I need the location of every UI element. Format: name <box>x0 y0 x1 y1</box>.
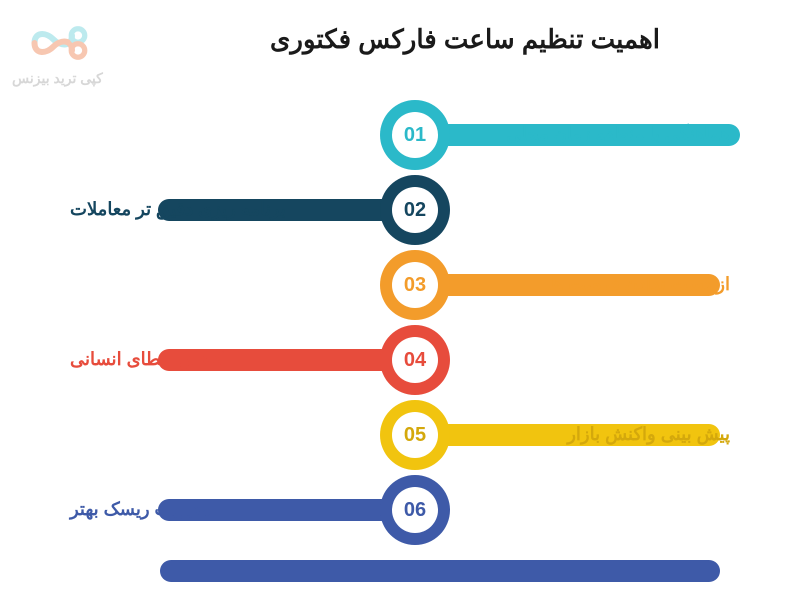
item-label: برنامه ریزی دقیق تر معاملات <box>70 199 286 220</box>
list-item: 05 پیش بینی واکنش بازار <box>0 400 800 475</box>
number-circle: 03 <box>380 250 450 320</box>
list-item: 02 برنامه ریزی دقیق تر معاملات <box>0 175 800 250</box>
number-circle: 05 <box>380 400 450 470</box>
number-circle: 04 <box>380 325 450 395</box>
list-item: 03 از دست ندادن فرصت ها <box>0 250 800 325</box>
number-badge: 05 <box>392 412 438 458</box>
end-tail <box>160 560 720 582</box>
infinity-logo-icon <box>12 18 102 68</box>
logo-text: کپی ترید بیزنس <box>12 70 103 87</box>
list-item: 04 کاهش خطای انسانی <box>0 325 800 400</box>
item-label: کاهش خطای انسانی <box>70 349 224 370</box>
list-item: 01 هماهنگی با منطقه زمان محلی <box>0 100 800 175</box>
page-title: اهمیت تنظیم ساعت فارکس فکتوری <box>270 24 660 55</box>
number-badge: 03 <box>392 262 438 308</box>
number-circle: 01 <box>380 100 450 170</box>
number-circle: 02 <box>380 175 450 245</box>
number-badge: 06 <box>392 487 438 533</box>
item-label: مدیریت ریسک بهتر <box>70 499 211 520</box>
logo: کپی ترید بیزنس <box>12 18 103 87</box>
number-badge: 01 <box>392 112 438 158</box>
list-item: 06 مدیریت ریسک بهتر <box>0 475 800 550</box>
item-label: پیش بینی واکنش بازار <box>567 424 730 445</box>
number-badge: 02 <box>392 187 438 233</box>
number-circle: 06 <box>380 475 450 545</box>
item-label: هماهنگی با منطقه زمان محلی <box>506 124 730 145</box>
number-badge: 04 <box>392 337 438 383</box>
item-label: از دست ندادن فرصت ها <box>548 274 730 295</box>
